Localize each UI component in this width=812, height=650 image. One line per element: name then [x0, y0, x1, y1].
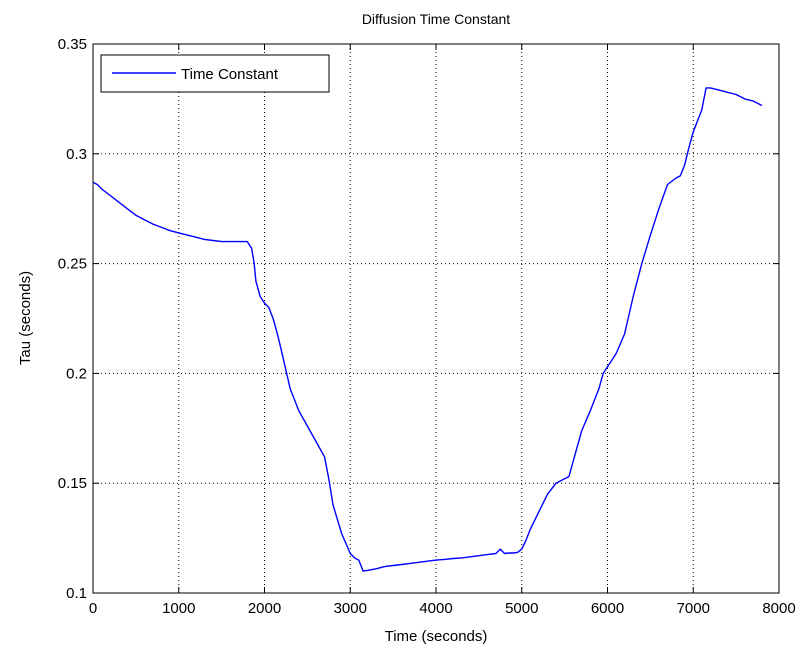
y-tick-label: 0.25	[58, 256, 87, 273]
y-tick-label: 0.3	[66, 146, 87, 163]
x-tick-label: 2000	[248, 600, 281, 617]
y-axis-label: Tau (seconds)	[17, 271, 34, 365]
chart-title: Diffusion Time Constant	[362, 11, 510, 27]
tick-marks	[92, 43, 780, 594]
y-tick-labels: 0.1 0.15 0.2 0.25 0.3 0.35	[58, 36, 87, 602]
x-tick-label: 5000	[505, 600, 538, 617]
x-tick-label: 3000	[334, 600, 367, 617]
x-tick-label: 1000	[162, 600, 195, 617]
series-layer	[92, 87, 763, 572]
x-tick-label: 0	[89, 600, 97, 617]
y-tick-label: 0.15	[58, 475, 87, 492]
legend: Time Constant	[100, 54, 330, 93]
x-tick-label: 4000	[419, 600, 452, 617]
y-tick-label: 0.1	[66, 585, 87, 602]
y-tick-label: 0.2	[66, 365, 87, 382]
x-tick-labels: 0 1000 2000 3000 4000 5000 6000 7000 8000	[89, 600, 796, 617]
plot-area	[93, 44, 779, 593]
x-tick-label: 7000	[677, 600, 710, 617]
x-tick-label: 6000	[591, 600, 624, 617]
x-axis-label: Time (seconds)	[385, 628, 488, 645]
x-tick-label: 8000	[762, 600, 795, 617]
series-line-time-constant	[92, 87, 763, 572]
y-tick-label: 0.35	[58, 36, 87, 53]
legend-label-time-constant: Time Constant	[181, 66, 279, 83]
